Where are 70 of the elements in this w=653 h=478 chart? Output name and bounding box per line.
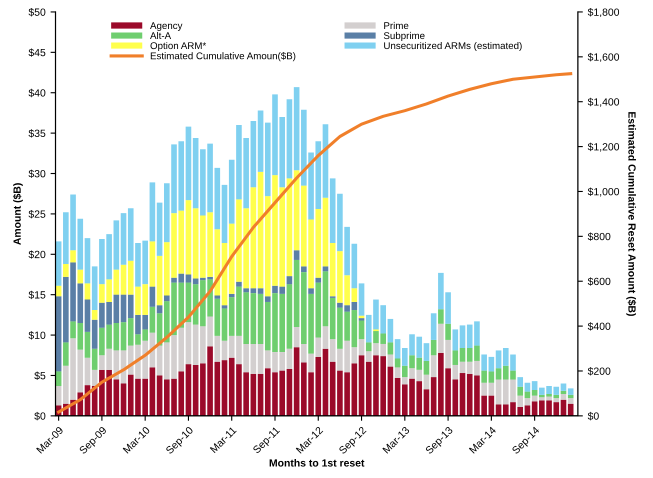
y-tick-label: $5 xyxy=(34,372,46,380)
y-tick-label: $40 xyxy=(28,88,46,98)
bar xyxy=(99,355,105,370)
x-axis-title: Months to 1st reset xyxy=(270,458,364,467)
bar xyxy=(156,305,162,314)
bar xyxy=(56,371,62,386)
bar xyxy=(301,266,307,272)
y-tick-label: $0 xyxy=(34,412,46,420)
y2-tick-label: $0 xyxy=(588,412,599,420)
y2-tick-label: $600 xyxy=(588,277,610,286)
legend-label: Agency xyxy=(150,22,182,31)
legend-label: Alt-A xyxy=(150,32,172,40)
bar xyxy=(294,250,300,260)
y2-tick-label: $1,800 xyxy=(588,8,620,18)
bar xyxy=(63,264,69,277)
y-tick-label: $30 xyxy=(28,170,46,178)
y2-tick-label: $1,600 xyxy=(588,52,620,62)
y2-tick-label: $1,000 xyxy=(588,188,620,197)
bar xyxy=(286,276,292,284)
line-series xyxy=(57,72,572,414)
bar xyxy=(438,309,444,324)
bar xyxy=(430,313,436,340)
bar xyxy=(264,296,271,302)
bar xyxy=(150,286,156,307)
bar xyxy=(77,270,84,284)
bar xyxy=(222,305,228,308)
bar xyxy=(358,318,364,321)
bar xyxy=(358,316,364,318)
y-tick-label: $25 xyxy=(28,210,46,218)
bar xyxy=(315,278,322,283)
bar xyxy=(99,284,105,303)
bar xyxy=(445,324,451,340)
bar xyxy=(56,286,62,296)
y2-tick-label: $1,400 xyxy=(588,98,620,107)
y-tick-label: $10 xyxy=(28,331,46,340)
bar xyxy=(308,288,314,294)
bar xyxy=(322,266,328,272)
legend-label: Option ARM* xyxy=(150,42,206,52)
legend-label: Unsecuritized ARMs (estimated) xyxy=(384,42,522,52)
y-tick-label: $35 xyxy=(28,129,46,138)
bar xyxy=(70,250,76,262)
legend-label: Prime xyxy=(384,22,408,30)
legend-label: Subprime xyxy=(384,32,425,41)
y-tick-label: $20 xyxy=(28,250,46,259)
bar xyxy=(337,302,343,308)
bar xyxy=(207,276,213,280)
bar xyxy=(258,288,264,294)
bar xyxy=(92,310,98,320)
bar xyxy=(438,272,444,310)
bar xyxy=(63,342,69,366)
bar xyxy=(430,340,436,356)
y-axis-title: Amount ($B) xyxy=(12,183,23,245)
bar xyxy=(214,295,220,299)
legend-label: Estimated Cumulative Amoun($B) xyxy=(150,52,296,62)
y2-tick-label: $200 xyxy=(588,367,610,376)
y-tick-label: $15 xyxy=(28,290,46,300)
bar xyxy=(236,282,242,287)
y2-tick-label: $1,200 xyxy=(588,142,620,152)
y-tick-label: $50 xyxy=(28,8,46,16)
y2-tick-label: $800 xyxy=(588,232,610,241)
bar xyxy=(228,294,235,298)
bar xyxy=(560,390,566,394)
bar xyxy=(568,394,574,398)
bar xyxy=(438,324,444,353)
bar xyxy=(164,295,170,302)
y2-axis-title: Estimated Cumulative Reset Amount ($B) xyxy=(626,112,636,316)
y-tick-label: $45 xyxy=(28,48,46,57)
bar xyxy=(84,283,90,300)
y2-tick-label: $400 xyxy=(588,322,610,331)
bar xyxy=(445,292,451,324)
